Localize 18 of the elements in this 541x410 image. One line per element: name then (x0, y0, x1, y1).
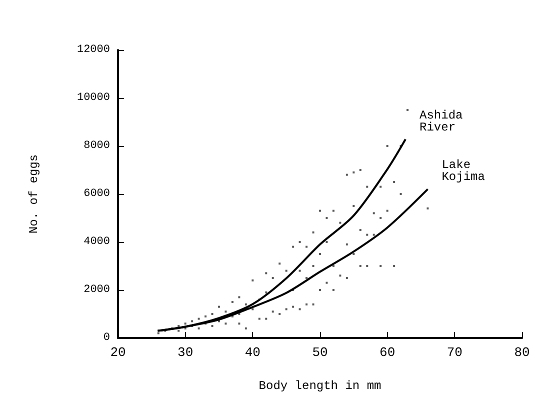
x-tick-label: 80 (514, 345, 530, 360)
x-tick-label: 60 (380, 345, 396, 360)
y-tick-label: 2000 (84, 284, 110, 296)
y-tick-label: 0 (103, 332, 110, 344)
y-axis-title: No. of eggs (27, 154, 41, 234)
x-tick-label: 70 (446, 345, 462, 360)
y-tick-label: 8000 (84, 140, 110, 152)
y-tick-label: 6000 (84, 188, 110, 200)
y-tick-label: 10000 (76, 92, 110, 104)
series-label: Ashida River (420, 108, 463, 134)
x-tick-label: 20 (110, 345, 126, 360)
y-tick-label: 4000 (84, 236, 110, 248)
x-axis-title: Body length in mm (258, 379, 382, 393)
series-label: Lake Kojima (442, 158, 485, 184)
x-tick-label: 50 (312, 345, 328, 360)
x-tick-label: 30 (178, 345, 194, 360)
x-tick-label: 40 (244, 345, 260, 360)
y-tick-label: 12000 (76, 44, 110, 56)
